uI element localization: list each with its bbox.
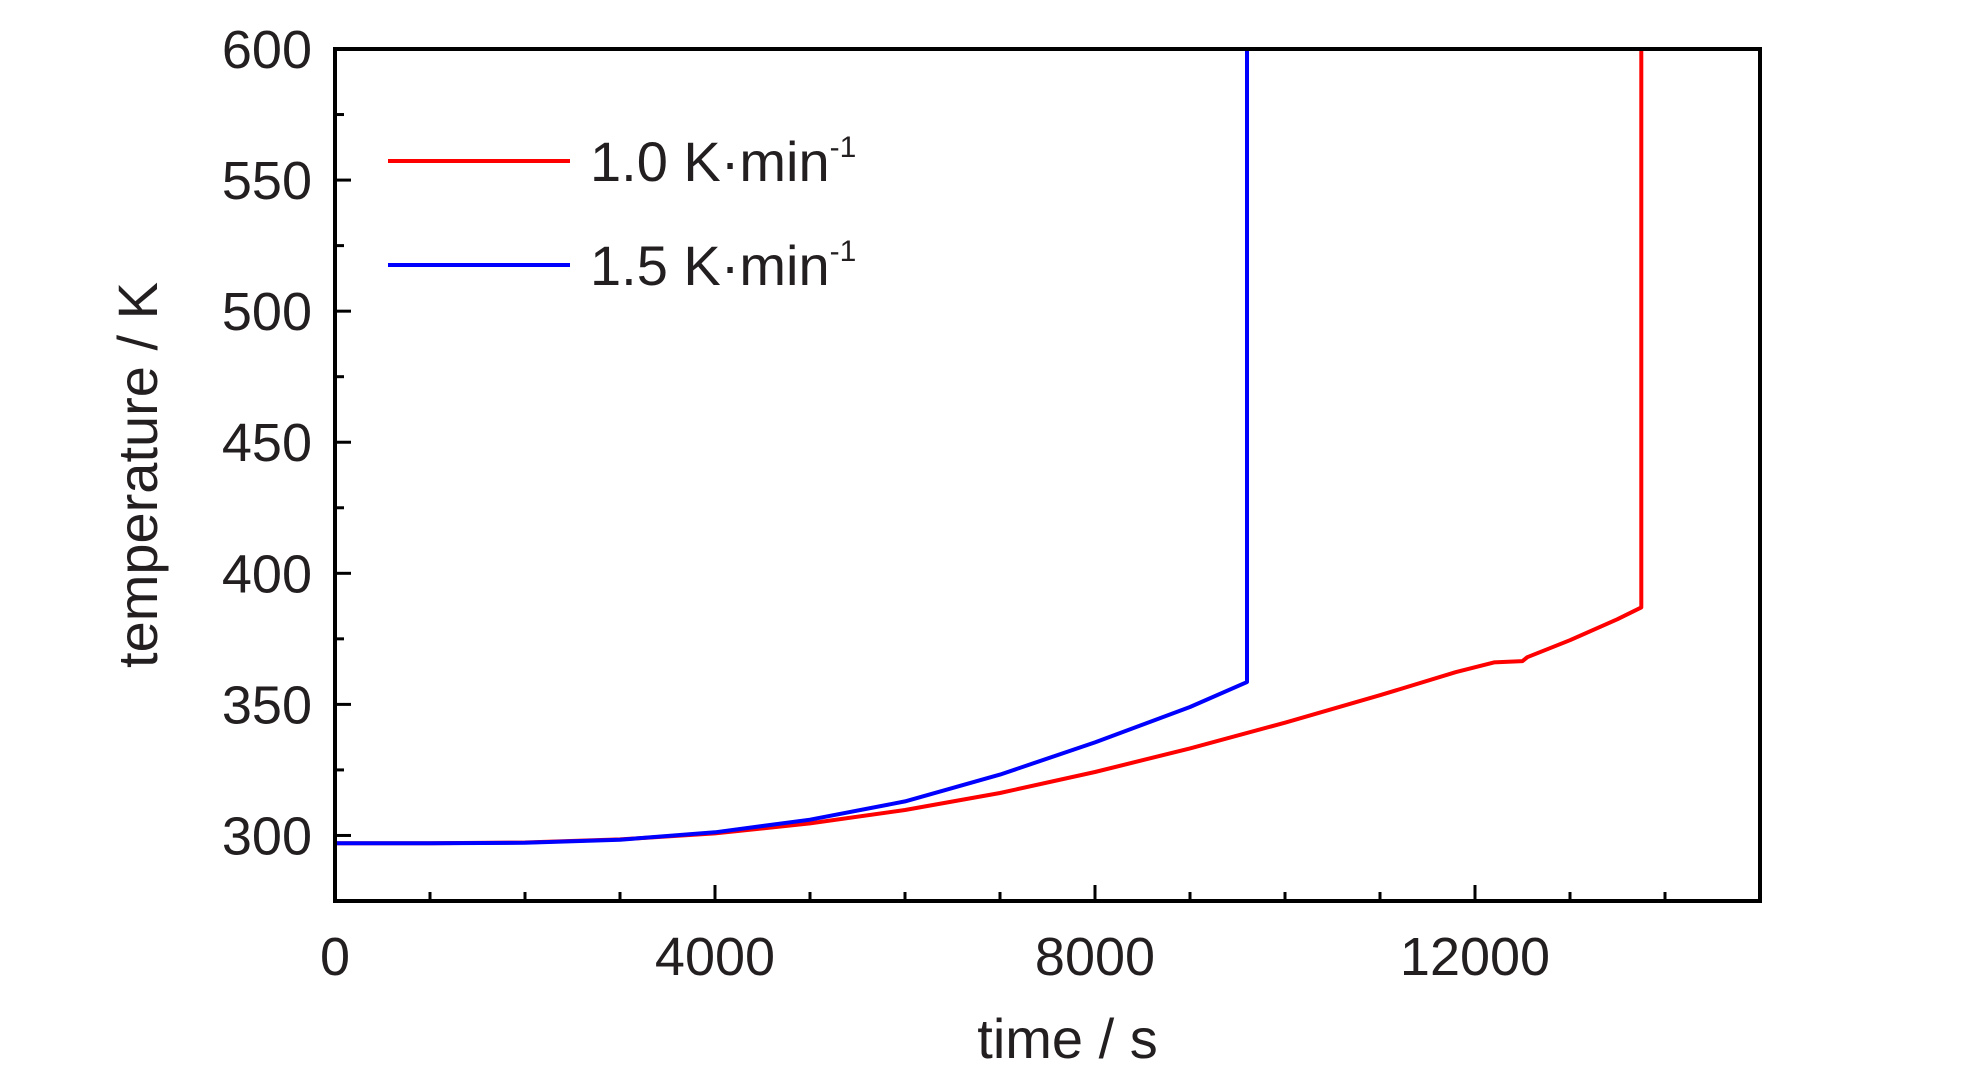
x-axis-title: time / s (977, 1007, 1157, 1063)
x-tick-label: 0 (320, 927, 350, 987)
y-tick-label: 600 (222, 20, 312, 80)
plot-series (335, 49, 1644, 846)
plot-frame (333, 47, 1762, 903)
y-tick-label: 450 (222, 413, 312, 473)
legend-label-series-1-sup: -1 (830, 131, 857, 164)
x-tick-label: 8000 (1035, 927, 1155, 987)
series-line-2 (335, 49, 1249, 846)
legend-label-series-1-main: 1.0 K·min (590, 130, 830, 193)
y-axis-title: temperature / K (106, 282, 169, 668)
legend-label-series-2-sup: -1 (830, 235, 857, 268)
x-tick-label: 4000 (655, 927, 775, 987)
legend: 1.0 K·min-1 1.5 K·min-1 (388, 130, 856, 297)
y-tick-label: 500 (222, 282, 312, 342)
y-tick-label: 400 (222, 544, 312, 604)
y-tick-label: 300 (222, 806, 312, 866)
axis-tick-labels: 0 4000 8000 12000 300 350 400 450 500 550 600 (222, 20, 1550, 987)
legend-label-series-2: 1.5 K·min-1 (590, 234, 856, 297)
x-tick-label: 12000 (1400, 927, 1550, 987)
legend-label-series-1: 1.0 K·min-1 (590, 130, 856, 193)
axis-ticks (333, 47, 1667, 903)
y-tick-label: 350 (222, 675, 312, 735)
series-line-1 (335, 49, 1644, 846)
y-tick-label: 550 (222, 151, 312, 211)
legend-label-series-2-main: 1.5 K·min (590, 234, 830, 297)
